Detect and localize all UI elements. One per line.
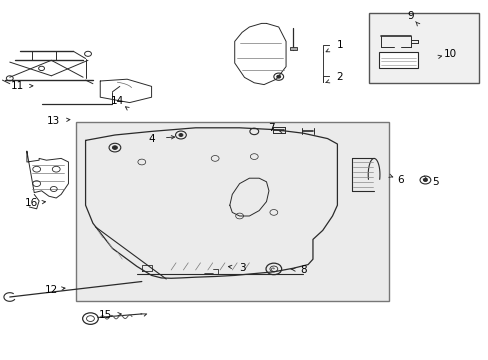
Text: 2: 2 <box>336 72 343 82</box>
Circle shape <box>112 146 117 149</box>
Text: 9: 9 <box>407 11 413 21</box>
Text: 5: 5 <box>431 177 438 187</box>
Text: 15: 15 <box>98 310 112 320</box>
Text: 13: 13 <box>47 116 61 126</box>
Circle shape <box>179 134 183 136</box>
Text: 4: 4 <box>148 134 155 144</box>
Bar <box>76 122 388 301</box>
Text: 11: 11 <box>10 81 24 91</box>
Text: 16: 16 <box>25 198 39 208</box>
Bar <box>289 47 297 50</box>
Circle shape <box>423 179 427 181</box>
Text: 7: 7 <box>267 123 274 133</box>
Text: 8: 8 <box>299 265 306 275</box>
Bar <box>368 13 478 83</box>
Text: 14: 14 <box>110 96 124 106</box>
Circle shape <box>276 75 280 78</box>
Bar <box>378 52 417 68</box>
Text: 1: 1 <box>336 40 343 50</box>
Text: 10: 10 <box>443 49 455 59</box>
Text: 6: 6 <box>397 175 404 185</box>
Text: 3: 3 <box>238 263 245 273</box>
Text: 12: 12 <box>44 285 58 295</box>
